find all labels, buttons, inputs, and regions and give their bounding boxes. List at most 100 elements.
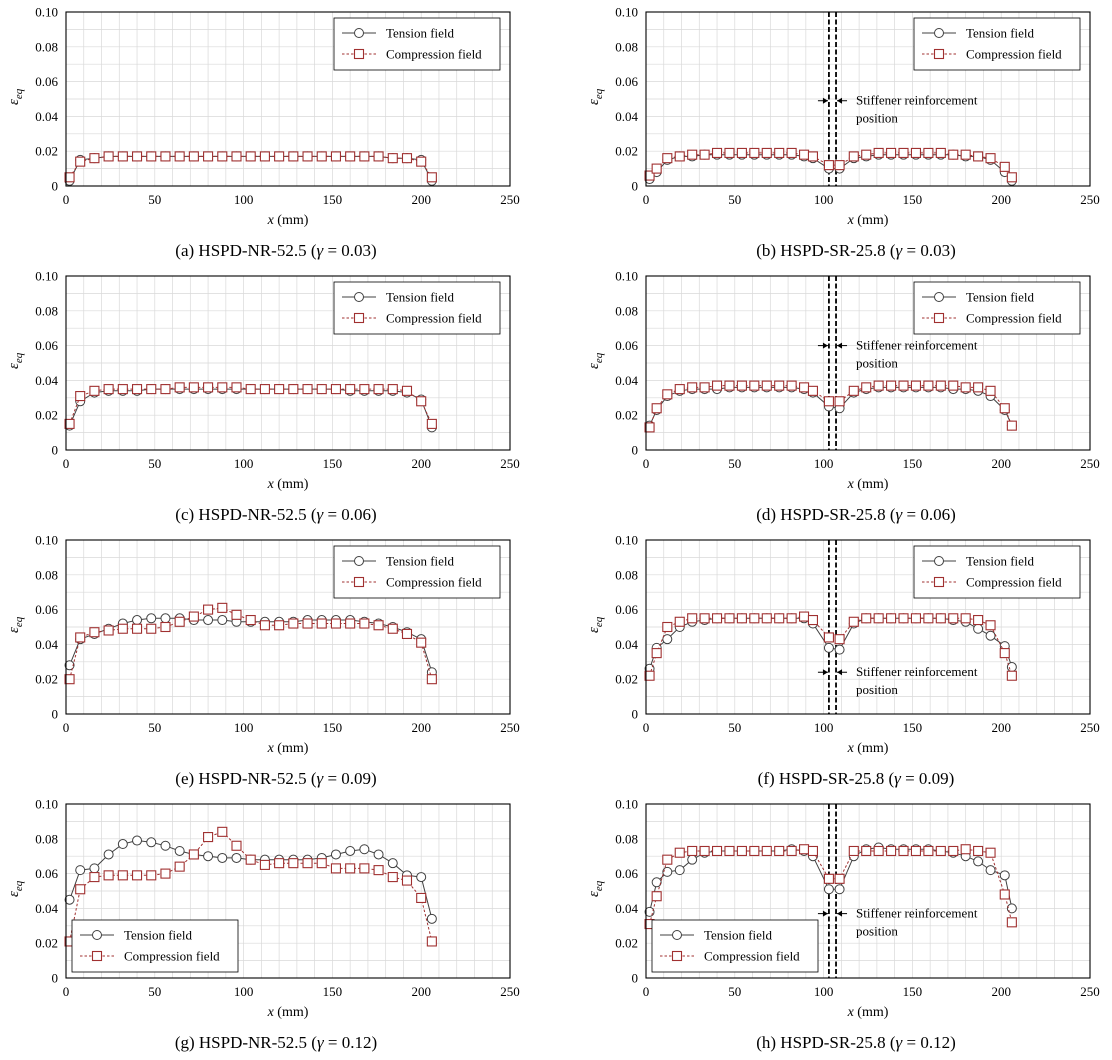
compression-point: [75, 391, 86, 402]
legend-compression-marker: [353, 48, 365, 60]
tension-point: [426, 913, 437, 924]
legend-compression-label: Compression field: [386, 311, 482, 326]
compression-point: [64, 674, 75, 685]
y-axis-label: εeq: [6, 880, 25, 897]
legend: Tension field Compression field: [333, 281, 501, 335]
compression-point: [687, 149, 698, 160]
plot-frame: [645, 803, 1091, 979]
compression-point: [89, 872, 100, 883]
compression-point: [330, 863, 342, 874]
y-tick-label: 0.08: [35, 39, 58, 54]
compression-point: [861, 149, 872, 160]
compression-point: [923, 147, 934, 158]
legend: Tension field Compression field: [651, 919, 819, 973]
plot-frame: [65, 539, 511, 715]
legend: Tension field Compression field: [333, 545, 501, 599]
compression-point: [117, 384, 128, 395]
stiffener-arrowhead-left: [822, 342, 828, 349]
compression-point: [761, 613, 772, 624]
tension-point: [64, 894, 75, 905]
tension-point: [146, 613, 157, 624]
compression-point: [848, 845, 859, 857]
compression-point: [910, 845, 922, 857]
y-tick-label: 0.06: [35, 602, 58, 617]
compression-point: [948, 845, 959, 857]
compression-point: [231, 609, 242, 620]
compression-point: [401, 628, 413, 640]
compression-point: [117, 151, 128, 162]
x-axis-label: x (mm): [267, 741, 309, 756]
x-tick-label: 200: [991, 984, 1011, 999]
compression-point: [699, 149, 710, 160]
legend-box: [333, 545, 501, 599]
y-tick-label: 0.04: [35, 901, 58, 916]
compression-point: [103, 625, 114, 636]
legend-tension-label: Tension field: [966, 26, 1035, 41]
x-tick-label: 0: [643, 192, 650, 207]
legend-tension-marker: [672, 930, 682, 940]
legend-compression-label: Compression field: [386, 47, 482, 62]
chart-svg: 0 0.02 0.04 0.06 0.08 0.10 0 50 100 150 200 250 εeq x…: [6, 5, 520, 261]
chart-panel: 0 0.02 0.04 0.06 0.08 0.10 0 50 100 150 200 250 εeq x…: [0, 792, 556, 1057]
x-axis-label: x (mm): [847, 1005, 889, 1020]
compression-point: [749, 845, 760, 857]
x-tick-label: 100: [814, 192, 834, 207]
compression-point: [203, 604, 214, 615]
x-tick-label: 100: [814, 456, 834, 471]
compression-point: [131, 870, 143, 881]
compression-point: [948, 380, 959, 391]
legend-tension-label: Tension field: [386, 26, 455, 41]
y-tick-label: 0: [52, 443, 59, 458]
y-tick-label: 0: [52, 971, 59, 986]
tension-point: [330, 849, 341, 860]
y-tick-label: 0.02: [35, 672, 58, 687]
x-tick-label: 100: [814, 720, 834, 735]
compression-point: [302, 618, 313, 629]
y-axis-label: εeq: [586, 352, 605, 369]
tension-point: [687, 854, 698, 865]
compression-point: [426, 418, 437, 429]
compression-point: [245, 614, 256, 626]
compression-point: [973, 382, 984, 393]
legend-tension-marker: [934, 28, 944, 38]
compression-point: [774, 380, 785, 391]
tension-point: [973, 856, 984, 867]
panel-caption: (a) HSPD-NR-52.5 (γ = 0.03): [175, 241, 376, 260]
compression-point: [886, 147, 897, 158]
panel-caption: (g) HSPD-NR-52.5 (γ = 0.12): [175, 1033, 377, 1052]
tension-point: [823, 642, 834, 653]
legend-compression-marker: [353, 576, 365, 588]
y-tick-label: 0.08: [35, 567, 58, 582]
compression-point: [416, 156, 427, 167]
compression-point: [203, 382, 214, 393]
x-tick-label: 150: [903, 984, 923, 999]
compression-point: [302, 151, 313, 162]
compression-point: [960, 382, 971, 393]
compression-point: [898, 845, 909, 857]
y-tick-label: 0.06: [35, 338, 58, 353]
tension-point: [662, 866, 673, 877]
x-tick-label: 0: [63, 192, 70, 207]
compression-point: [923, 613, 934, 624]
compression-point: [160, 151, 171, 162]
stiffener-arrowhead-right: [837, 97, 843, 104]
compression-point: [188, 849, 199, 860]
legend-box: [71, 919, 239, 973]
y-tick-label: 0.06: [615, 866, 638, 881]
stiffener-annotation-line1: Stiffener reinforcement: [856, 338, 978, 353]
legend-box: [913, 17, 1081, 71]
compression-point: [103, 384, 114, 395]
tension-point: [160, 613, 171, 624]
compression-point: [259, 859, 270, 870]
legend-box: [651, 919, 819, 973]
panel-caption: (d) HSPD-SR-25.8 (γ = 0.06): [756, 505, 956, 524]
chart-panel: 0 0.02 0.04 0.06 0.08 0.10 0 50 100 150 200 250 εeq x…: [0, 0, 556, 265]
compression-point: [687, 382, 698, 393]
y-tick-label: 0.10: [35, 797, 58, 812]
compression-point: [117, 870, 128, 881]
compression-point: [935, 613, 946, 624]
compression-point: [373, 620, 384, 631]
chart-svg: 0 0.02 0.04 0.06 0.08 0.10 0 50 100 150 200 250 εeq x…: [6, 533, 520, 789]
tension-point: [203, 615, 214, 626]
legend: Tension field Compression field: [71, 919, 239, 973]
